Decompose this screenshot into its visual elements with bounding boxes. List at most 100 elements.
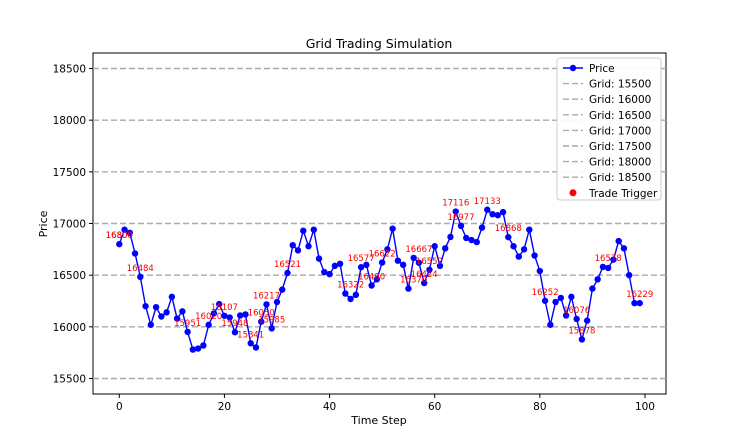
trade-annotation-27: 16578 (595, 254, 622, 264)
price-point-17 (205, 321, 212, 328)
price-point-62 (442, 245, 449, 252)
trade-annotation-25: 16076 (563, 306, 590, 316)
y-tick-label-17500: 17500 (53, 167, 86, 179)
price-point-37 (310, 226, 317, 233)
price-point-33 (289, 242, 296, 249)
legend-box (556, 57, 662, 201)
price-point-51 (384, 246, 391, 253)
price-point-93 (604, 264, 612, 272)
legend-price-marker (569, 64, 577, 72)
price-point-46 (357, 264, 365, 271)
legend-label-grid-18500: Grid: 18500 (589, 172, 651, 184)
trade-annotation-8: 16050 (248, 309, 275, 319)
price-point-9 (163, 309, 170, 316)
price-point-89 (583, 317, 591, 324)
price-point-7 (152, 304, 160, 311)
price-point-61 (436, 262, 444, 270)
price-point-5 (142, 302, 149, 310)
trade-annotation-19: 16552 (416, 257, 443, 267)
price-point-10 (168, 293, 176, 301)
x-tick-label-20: 20 (218, 401, 231, 413)
y-tick-label-18500: 18500 (53, 64, 86, 76)
price-point-65 (457, 222, 465, 230)
price-point-4 (137, 273, 144, 281)
price-point-73 (499, 208, 507, 216)
trade-annotation-16: 16370 (400, 276, 427, 286)
legend-label-grid-17000: Grid: 17000 (589, 125, 651, 137)
price-point-99 (636, 299, 643, 307)
price-point-6 (147, 321, 155, 328)
y-axis-label: Price (37, 210, 50, 237)
price-point-81 (541, 297, 549, 304)
price-point-11 (173, 315, 181, 322)
legend-label-grid-16000: Grid: 16000 (589, 94, 651, 106)
price-point-50 (378, 259, 386, 266)
price-point-87 (573, 315, 580, 323)
price-point-36 (305, 243, 312, 250)
price-line (118, 208, 640, 351)
price-point-91 (594, 276, 601, 283)
series-layer (116, 206, 643, 353)
price-point-34 (294, 247, 302, 254)
price-point-56 (410, 254, 417, 262)
price-point-41 (331, 262, 339, 270)
trade-annotation-11: 16521 (274, 260, 301, 270)
price-point-75 (510, 243, 517, 250)
price-point-39 (321, 268, 328, 276)
legend-label-grid-16500: Grid: 16500 (589, 110, 651, 122)
price-point-24 (242, 311, 249, 318)
trade-annotation-10: 15985 (258, 315, 285, 325)
price-point-30 (273, 298, 281, 306)
price-point-18 (210, 310, 218, 317)
trade-annotation-21: 16977 (447, 213, 474, 223)
price-point-53 (394, 257, 402, 264)
price-point-32 (284, 269, 291, 277)
legend: Price Grid: 15500 Grid: 16000 Grid: 16500 Gr… (556, 57, 662, 201)
trade-annotation-22: 17133 (474, 197, 501, 207)
price-point-67 (468, 236, 475, 244)
price-point-43 (342, 290, 349, 297)
legend-label-price: Price (589, 63, 615, 75)
trade-annotation-3: 15951 (174, 319, 201, 329)
trade-annotation-18: 16424 (411, 270, 438, 280)
trade-annotation-17: 16667 (405, 245, 432, 255)
trade-annotation-5: 16107 (211, 303, 238, 313)
x-tick-label-0: 0 (116, 401, 123, 413)
price-point-25 (247, 340, 254, 347)
trade-annotation-7: 15841 (237, 330, 264, 340)
legend-label-grid-17500: Grid: 17500 (589, 141, 651, 153)
trade-annotation-13: 16577 (348, 254, 375, 264)
price-point-23 (236, 312, 244, 319)
price-point-94 (610, 256, 617, 263)
trade-annotation-26: 15878 (568, 326, 595, 336)
price-point-79 (531, 252, 538, 259)
trade-annotation-14: 16400 (358, 273, 385, 283)
price-point-68 (473, 238, 480, 246)
price-point-97 (626, 271, 633, 279)
price-point-2 (126, 229, 133, 236)
price-point-13 (184, 328, 191, 336)
price-point-66 (463, 234, 470, 242)
price-point-78 (526, 226, 533, 233)
price-point-45 (352, 291, 360, 298)
price-point-86 (568, 293, 575, 301)
x-tick-label-60: 60 (428, 401, 441, 413)
price-point-69 (478, 224, 486, 231)
price-point-20 (221, 312, 228, 319)
price-point-96 (620, 245, 628, 252)
annotations-layer: 1680016800164841595116020161071594815841… (106, 197, 653, 341)
trade-annotation-23: 16868 (495, 224, 522, 234)
x-axis: 0 20 40 60 80 100 (116, 394, 655, 413)
legend-label-trade-trigger: Trade Trigger (588, 188, 658, 200)
x-tick-label-40: 40 (323, 401, 336, 413)
price-point-98 (631, 299, 638, 307)
price-point-35 (300, 227, 307, 234)
price-point-21 (226, 314, 233, 321)
price-point-85 (562, 312, 570, 319)
price-point-42 (336, 260, 344, 267)
price-point-27 (258, 318, 265, 325)
trade-annotation-20: 17116 (442, 199, 469, 209)
price-point-71 (489, 211, 496, 218)
price-point-12 (179, 308, 186, 315)
price-point-54 (399, 261, 407, 269)
